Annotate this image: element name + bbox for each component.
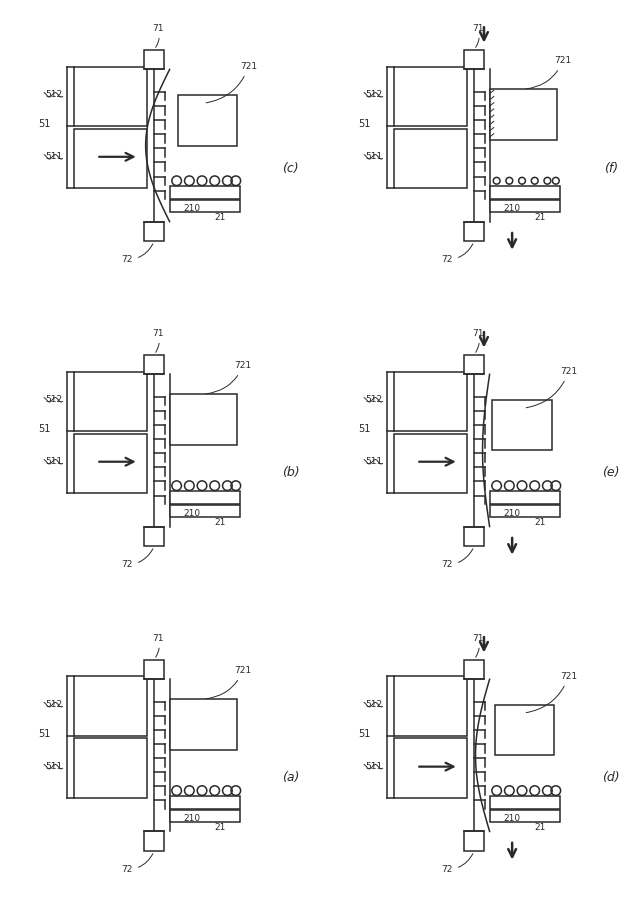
Text: 21: 21 <box>214 517 226 527</box>
Bar <box>144 527 164 546</box>
Text: 511: 511 <box>45 762 63 772</box>
Text: 71: 71 <box>152 329 164 352</box>
Text: 71: 71 <box>472 24 484 47</box>
Text: 51: 51 <box>38 119 51 129</box>
Bar <box>170 505 240 517</box>
Bar <box>170 492 240 504</box>
Text: (a): (a) <box>282 772 300 784</box>
Bar <box>490 505 560 517</box>
Text: 51: 51 <box>358 119 371 129</box>
Text: 210: 210 <box>184 814 201 823</box>
Text: 72: 72 <box>122 549 153 569</box>
Text: 511: 511 <box>45 457 63 467</box>
Text: 512: 512 <box>45 395 63 404</box>
Bar <box>464 222 484 241</box>
Text: 21: 21 <box>214 213 226 222</box>
Text: 512: 512 <box>45 91 63 99</box>
Bar <box>74 433 147 492</box>
Text: 512: 512 <box>365 700 383 709</box>
Bar <box>170 699 237 749</box>
Text: (c): (c) <box>282 162 299 175</box>
Bar <box>74 738 147 797</box>
Bar <box>74 371 147 431</box>
Bar <box>394 128 467 188</box>
Text: 51: 51 <box>38 729 51 739</box>
Bar <box>74 676 147 736</box>
Text: (e): (e) <box>602 467 620 480</box>
Text: (b): (b) <box>282 467 300 480</box>
Bar <box>394 67 467 126</box>
Text: 210: 210 <box>184 204 201 213</box>
Text: 72: 72 <box>122 244 153 264</box>
Text: 721: 721 <box>206 62 257 103</box>
Text: (f): (f) <box>604 162 618 175</box>
Bar <box>490 187 560 199</box>
Bar <box>144 660 164 679</box>
Bar <box>464 832 484 851</box>
Bar <box>495 705 554 756</box>
Text: 71: 71 <box>472 329 484 352</box>
Text: (d): (d) <box>602 772 620 784</box>
Bar <box>394 676 467 736</box>
Text: 512: 512 <box>365 395 383 404</box>
Bar <box>490 89 557 140</box>
Bar <box>490 492 560 504</box>
Bar <box>464 50 484 69</box>
Text: 21: 21 <box>534 517 546 527</box>
Bar <box>492 400 552 450</box>
Text: 51: 51 <box>358 424 371 434</box>
Bar <box>464 660 484 679</box>
Bar <box>464 527 484 546</box>
Text: 511: 511 <box>365 457 383 467</box>
Text: 210: 210 <box>184 509 201 518</box>
Text: 511: 511 <box>365 762 383 772</box>
Text: 721: 721 <box>526 367 577 407</box>
Text: 721: 721 <box>206 666 252 699</box>
Bar <box>170 187 240 199</box>
Text: 51: 51 <box>358 729 371 739</box>
Text: 71: 71 <box>152 634 164 657</box>
Text: 721: 721 <box>526 672 577 712</box>
Bar <box>490 200 560 212</box>
Text: 210: 210 <box>504 204 521 213</box>
Text: 512: 512 <box>45 700 63 709</box>
Text: 71: 71 <box>152 24 164 47</box>
Text: 512: 512 <box>365 91 383 99</box>
Bar <box>144 50 164 69</box>
Bar <box>144 222 164 241</box>
Bar <box>490 796 560 808</box>
Text: 72: 72 <box>442 549 473 569</box>
Text: 21: 21 <box>534 822 546 832</box>
Text: 21: 21 <box>534 213 546 222</box>
Bar <box>394 738 467 797</box>
Text: 72: 72 <box>122 854 153 874</box>
Bar <box>178 95 237 145</box>
Bar <box>74 128 147 188</box>
Text: 21: 21 <box>214 822 226 832</box>
Text: 71: 71 <box>472 634 484 657</box>
Bar <box>170 394 237 444</box>
Text: 721: 721 <box>206 361 252 394</box>
Bar <box>394 433 467 492</box>
Bar <box>464 355 484 374</box>
Bar <box>490 809 560 821</box>
Text: 511: 511 <box>365 152 383 162</box>
Text: 72: 72 <box>442 244 473 264</box>
Bar <box>394 371 467 431</box>
Bar <box>74 67 147 126</box>
Text: 511: 511 <box>45 152 63 162</box>
Text: 51: 51 <box>38 424 51 434</box>
Text: 210: 210 <box>504 509 521 518</box>
Text: 72: 72 <box>442 854 473 874</box>
Bar <box>170 200 240 212</box>
Bar <box>170 796 240 808</box>
Bar <box>144 355 164 374</box>
Text: 210: 210 <box>504 814 521 823</box>
Bar <box>144 832 164 851</box>
Text: 721: 721 <box>526 56 572 89</box>
Bar <box>170 809 240 821</box>
